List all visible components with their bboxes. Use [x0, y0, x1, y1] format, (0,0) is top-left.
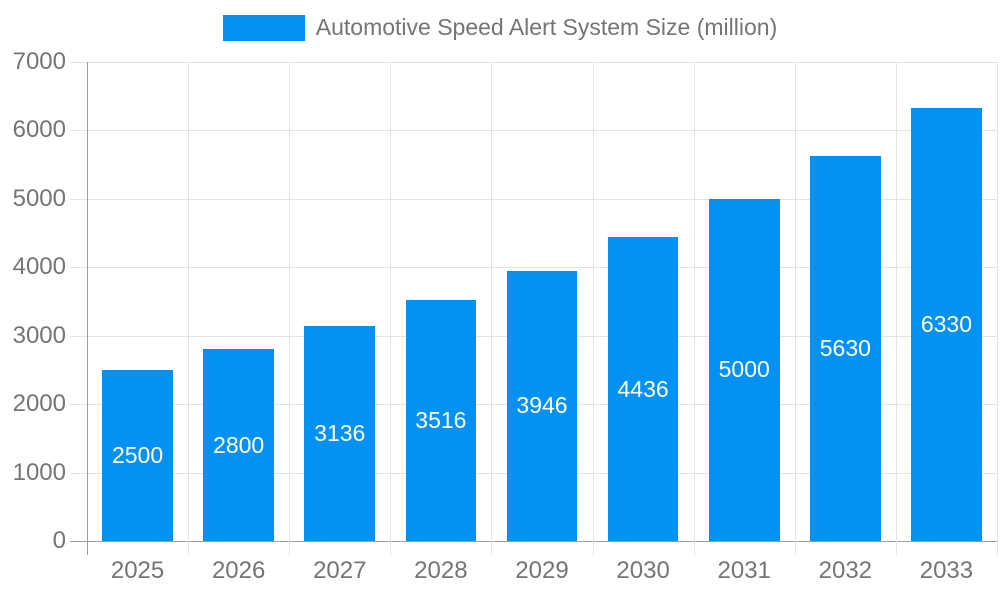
v-gridline — [289, 62, 291, 555]
bar-value-label: 3516 — [415, 407, 467, 434]
bar-2026[interactable]: 2800 — [203, 349, 275, 541]
legend-label: Automotive Speed Alert System Size (mill… — [315, 14, 778, 40]
y-tick-label: 0 — [52, 527, 66, 554]
x-tick-label: 2026 — [211, 557, 266, 584]
h-gridline — [70, 198, 997, 200]
x-tick-label: 2031 — [717, 557, 771, 584]
y-tick-label: 7000 — [12, 48, 66, 75]
bar-value-label: 6330 — [920, 310, 973, 337]
y-tick-label: 4000 — [12, 253, 66, 281]
bar-value-label: 4436 — [617, 375, 669, 402]
x-tick-label: 2032 — [818, 557, 873, 584]
v-gridline — [794, 62, 796, 555]
v-gridline — [188, 62, 190, 555]
legend-swatch[interactable] — [222, 14, 305, 41]
bar-2033[interactable]: 6330 — [911, 107, 982, 541]
x-tick-label: 2027 — [313, 557, 367, 584]
v-gridline — [997, 62, 998, 555]
x-tick-label: 2029 — [515, 557, 569, 584]
bar-value-label: 2500 — [111, 441, 164, 468]
bar-2028[interactable]: 3516 — [405, 300, 477, 541]
plot-area: 2500 2800 3136 3516 3946 4436 5000 5630 6330 — [70, 62, 998, 555]
h-gridline — [70, 62, 997, 63]
y-tick-label: 3000 — [12, 321, 66, 349]
chart-legend[interactable]: Automotive Speed Alert System Size (mill… — [0, 14, 1000, 41]
v-gridline — [693, 62, 695, 555]
x-axis-line — [70, 541, 997, 542]
x-tick-label: 2025 — [110, 557, 165, 584]
v-gridline — [895, 62, 897, 555]
bar-2027[interactable]: 3136 — [304, 326, 376, 541]
v-gridline — [390, 62, 392, 555]
v-gridline — [491, 62, 493, 555]
v-gridline — [592, 62, 594, 555]
bar-2032[interactable]: 5630 — [809, 155, 881, 541]
x-tick-label: 2033 — [919, 557, 974, 584]
bar-value-label: 5000 — [718, 356, 770, 383]
bar-2031[interactable]: 5000 — [708, 198, 780, 541]
bar-value-label: 5630 — [819, 334, 871, 361]
y-tick-label: 5000 — [12, 184, 66, 212]
bar-2025[interactable]: 2500 — [102, 369, 173, 541]
x-tick-label: 2030 — [616, 557, 670, 584]
bar-value-label: 3946 — [516, 392, 568, 419]
y-tick-label: 2000 — [12, 390, 66, 418]
bar-2030[interactable]: 4436 — [607, 237, 679, 541]
h-gridline — [70, 130, 997, 132]
bar-value-label: 3136 — [314, 420, 366, 447]
x-tick-label: 2028 — [414, 557, 468, 584]
y-axis-line — [87, 62, 88, 555]
bar-2029[interactable]: 3946 — [506, 270, 578, 541]
bar-value-label: 2800 — [213, 431, 265, 458]
h-gridline — [70, 267, 997, 269]
y-tick-label: 6000 — [12, 116, 66, 144]
y-tick-label: 1000 — [12, 458, 66, 486]
